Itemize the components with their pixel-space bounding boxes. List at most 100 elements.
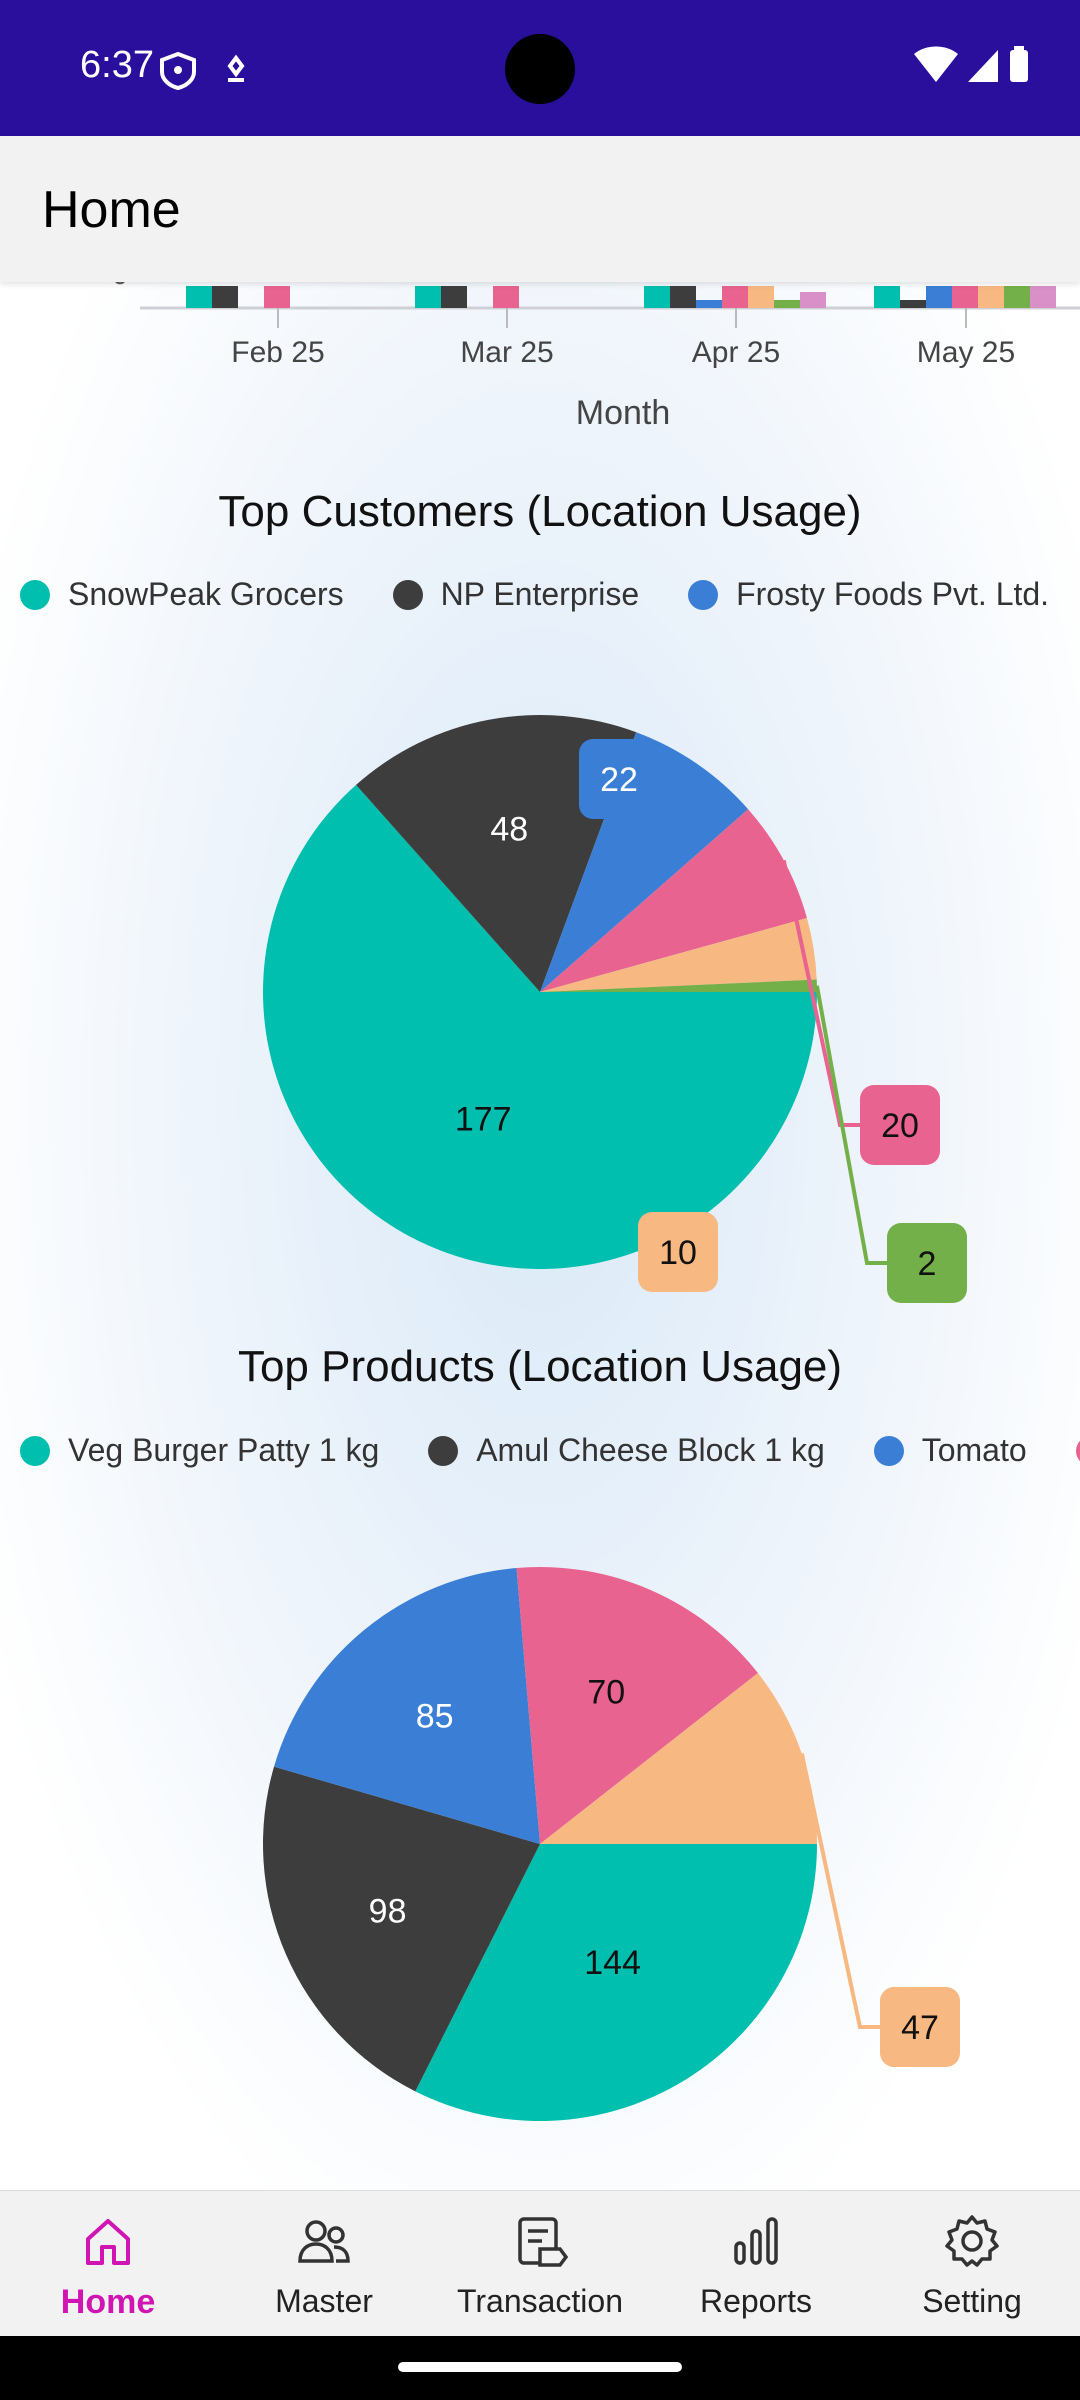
app-bar: Home (0, 136, 1080, 282)
customers-chart-title: Top Customers (Location Usage) (218, 487, 862, 536)
pie-data-label-box (880, 1987, 960, 2067)
status-system-icons (914, 46, 1028, 82)
pie-slice[interactable] (540, 809, 807, 992)
legend-label: SnowPeak Grocers (68, 576, 344, 612)
bar-chart-x-tick-label: Apr 25 (692, 336, 780, 369)
legend-dot (20, 1435, 50, 1466)
pie-data-label: 177 (455, 1100, 512, 1138)
pie-label-connector (814, 985, 887, 1265)
legend-dot (873, 1435, 904, 1466)
products-pie-chart[interactable]: 144 98 85 70 47 (0, 1514, 1080, 2174)
bar-chart-bar (722, 286, 748, 308)
bar-chart-x-tick-label: Feb 25 (231, 336, 324, 369)
legend-item[interactable]: NP Enterprise (392, 576, 640, 613)
gear-icon (945, 2215, 999, 2267)
legend-item[interactable]: Amul Cheese Block 1 kg (428, 1432, 825, 1469)
legend-item[interactable]: SnowPeak Grocers (20, 576, 344, 613)
pie-data-label: 20 (881, 1107, 919, 1145)
pie-slice[interactable] (540, 918, 817, 992)
pie-data-label: 144 (584, 1944, 641, 1982)
customers-pie-chart[interactable]: 177 48 22 20 10 2 (0, 662, 1080, 1322)
legend-dot (688, 579, 719, 610)
bar-chart-bar (774, 300, 800, 308)
bar-chart-bar (264, 286, 290, 308)
bar-chart-bar (978, 286, 1004, 308)
legend-label: Amul Cheese Block 1 kg (476, 1432, 825, 1468)
pie-data-label: 70 (587, 1674, 625, 1712)
legend-label: Tomato (921, 1432, 1027, 1468)
nav-transaction[interactable]: Transaction (432, 2191, 648, 2337)
pie-label-connector (799, 1753, 880, 2029)
pie-data-label-box (638, 1212, 718, 1292)
pie-slice[interactable] (274, 1567, 540, 1844)
nav-setting[interactable]: Setting (864, 2191, 1080, 2337)
bar-chart-x-tick-label: Mar 25 (460, 336, 553, 369)
legend-dot (1075, 1435, 1080, 1466)
home-icon (86, 2219, 130, 2265)
nav-home[interactable]: Home (0, 2191, 216, 2337)
bottom-navigation: Home Master Transaction Reports (0, 2190, 1080, 2337)
pie-slice[interactable] (356, 715, 637, 992)
pie-data-label: 47 (901, 2009, 939, 2047)
bar-chart-bar (441, 286, 467, 308)
pie-data-label: 48 (490, 811, 528, 849)
pie-data-label-box (887, 1223, 967, 1303)
pie-slice[interactable] (263, 1766, 540, 2092)
bar-chart-bar (800, 292, 826, 308)
battery-icon (1010, 50, 1028, 82)
pie-slice[interactable] (540, 979, 817, 992)
pie-slice[interactable] (516, 1567, 758, 1844)
legend-dot (392, 579, 423, 610)
nav-label: Setting (922, 2283, 1022, 2319)
bar-chart-x-tick-label: May 25 (917, 336, 1015, 369)
nav-label: Reports (699, 2283, 813, 2319)
pie-data-label-box (860, 1085, 940, 1165)
status-time: 6:37 (80, 44, 154, 86)
nav-master[interactable]: Master (216, 2191, 432, 2337)
gesture-handle[interactable] (398, 2362, 682, 2372)
status-bar: 6:37 (0, 0, 1080, 136)
bar-chart-bar (670, 286, 696, 308)
page-title: Home (42, 181, 181, 239)
wifi-icon (914, 46, 958, 82)
status-notification-icons (160, 51, 245, 90)
pie-data-label: 85 (416, 1697, 454, 1735)
bar-chart-bar (493, 286, 519, 308)
monthly-bar-chart-partial: 0 Feb 25 Mar 25 Apr 25 May 25 Month (112, 282, 1080, 432)
bar-chart-x-axis-label: Month (576, 394, 671, 432)
users-icon (298, 2220, 350, 2263)
legend-item[interactable]: Tomato (873, 1432, 1027, 1469)
products-legend[interactable]: Veg Burger Patty 1 kg Amul Cheese Block … (20, 1432, 1080, 1474)
pie-data-label: 10 (659, 1234, 697, 1272)
legend-label: Frosty Foods Pvt. Ltd. (736, 576, 1050, 612)
bar-chart-bar (1030, 286, 1056, 308)
nav-reports[interactable]: Reports (648, 2191, 864, 2337)
bar-chart-bar (415, 286, 441, 308)
legend-item[interactable] (1075, 1435, 1080, 1466)
pie-slice[interactable] (540, 1673, 817, 1844)
customers-legend[interactable]: SnowPeak Grocers NP Enterprise Frosty Fo… (20, 576, 1080, 618)
pie-label-connector (781, 859, 860, 1127)
nav-label: Master (275, 2283, 373, 2319)
legend-item[interactable]: Frosty Foods Pvt. Ltd. (688, 576, 1049, 613)
bar-chart-icon (734, 2217, 778, 2265)
pie-slice[interactable] (540, 732, 749, 992)
legend-label: Veg Burger Patty 1 kg (68, 1432, 380, 1468)
legend-label: NP Enterprise (440, 576, 640, 612)
bar-chart-bar (696, 300, 722, 308)
gesture-area (0, 2336, 1080, 2400)
nav-label: Transaction (457, 2283, 623, 2319)
bar-chart-bar (900, 300, 926, 308)
legend-item[interactable]: Veg Burger Patty 1 kg (20, 1432, 379, 1469)
bar-chart-bar (1004, 286, 1030, 308)
pie-data-label: 2 (918, 1245, 937, 1283)
pie-slice[interactable] (262, 784, 817, 1269)
signal-icon (968, 50, 998, 82)
bar-chart-bars (186, 286, 1056, 308)
bar-chart-bar (748, 286, 774, 308)
pie-data-label: 22 (600, 761, 638, 799)
legend-dot (20, 579, 50, 610)
pie-data-label-box (579, 739, 659, 819)
dashboard-content[interactable]: 0 Feb 25 Mar 25 Apr 25 May 25 Month Top … (0, 282, 1080, 2190)
pie-slice[interactable] (415, 1844, 817, 2121)
